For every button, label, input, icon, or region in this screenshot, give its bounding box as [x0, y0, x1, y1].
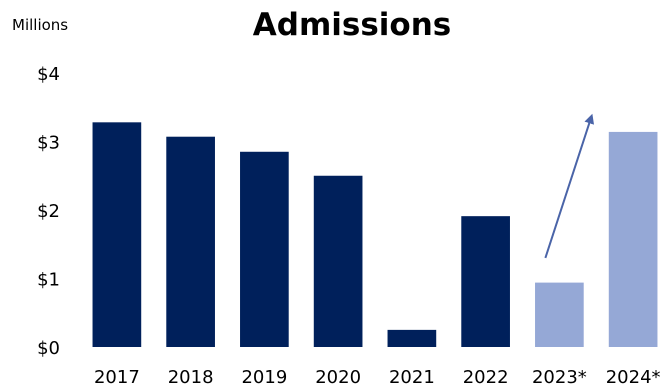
- x-tick-label: 2022: [463, 367, 509, 388]
- bar-2022: [461, 216, 510, 347]
- growth-arrow: [544, 113, 595, 259]
- bars: [92, 122, 658, 347]
- x-tick-label: 2021: [389, 367, 435, 388]
- x-tick-label: 2018: [168, 367, 214, 388]
- y-axis: $0 $1 $2 $3 $4: [37, 64, 60, 359]
- bar-2018: [166, 136, 215, 347]
- bar-2017: [92, 122, 142, 347]
- bar-2024-projected: [608, 131, 658, 347]
- bar-2021: [387, 329, 437, 347]
- bar-2020: [313, 175, 363, 347]
- y-tick-label: $2: [37, 201, 60, 222]
- y-tick-label: $1: [37, 270, 60, 291]
- annotations: [544, 113, 595, 259]
- x-tick-label: 2019: [241, 367, 287, 388]
- x-tick-label: 2024*: [606, 367, 661, 388]
- x-axis: 2017 2018 2019 2020 2021 2022 2023* 2024*: [94, 367, 661, 388]
- x-tick-label: 2023*: [532, 367, 587, 388]
- x-tick-label: 2020: [315, 367, 361, 388]
- bar-2019: [240, 151, 289, 347]
- y-tick-label: $3: [37, 133, 60, 154]
- units-label: Millions: [12, 16, 68, 34]
- x-tick-label: 2017: [94, 367, 140, 388]
- chart-title: Admissions: [253, 7, 451, 43]
- y-tick-label: $0: [37, 338, 60, 359]
- bar-2023-projected: [535, 282, 584, 347]
- y-tick-label: $4: [37, 64, 60, 85]
